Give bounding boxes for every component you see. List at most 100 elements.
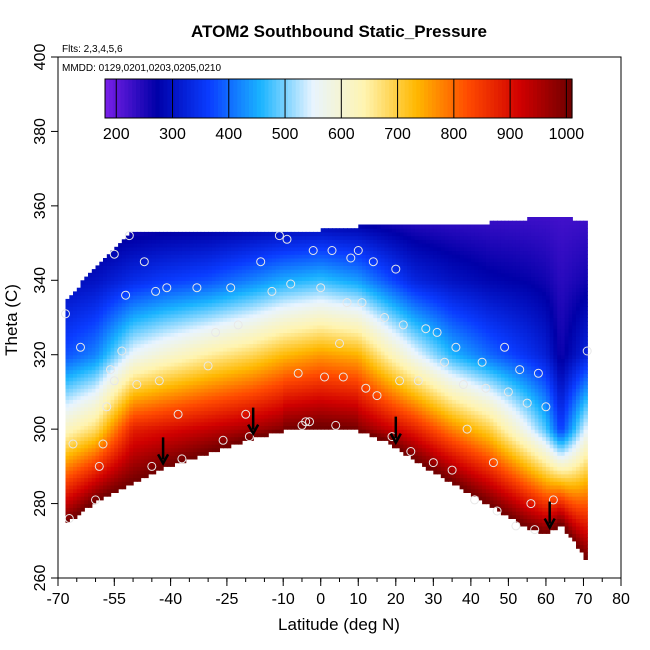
heatmap-cell [230,347,236,352]
heatmap-cell [230,231,236,237]
heatmap-cell [347,310,352,315]
heatmap-cell [275,324,281,330]
heatmap-cell [65,339,70,345]
heatmap-cell [118,418,123,423]
heatmap-cell [317,358,322,363]
heatmap-cell [121,485,127,490]
heatmap-cell [313,388,318,393]
heatmap-cell [200,410,205,415]
heatmap-cell [309,258,314,263]
heatmap-cell [313,347,318,352]
heatmap-cell [347,414,352,419]
heatmap-cell [189,421,194,426]
heatmap-cell [328,231,333,237]
heatmap-cell [294,276,299,281]
heatmap-cell [76,343,82,348]
heatmap-cell [309,395,314,400]
heatmap-cell [226,235,232,240]
heatmap-cell [256,324,262,330]
heatmap-cell [189,235,194,240]
heatmap-cell [133,235,138,240]
heatmap-cell [226,414,232,419]
heatmap-cell [332,354,337,359]
heatmap-cell [133,313,138,319]
heatmap-cell [302,384,307,389]
heatmap-cell [369,269,374,274]
heatmap-cell [358,265,363,270]
heatmap-cell [144,235,149,240]
heatmap-cell [144,377,149,382]
heatmap-cell [256,339,262,345]
heatmap-cell [358,421,363,426]
heatmap-cell [249,421,254,426]
heatmap-cell [159,436,164,441]
heatmap-cell [230,388,236,393]
heatmap-cell [159,444,164,449]
heatmap-cell [163,265,168,270]
heatmap-cell [181,399,187,404]
heatmap-cell [181,302,187,307]
heatmap-cell [264,354,269,359]
heatmap-cell [148,436,153,441]
heatmap-cell [241,336,247,341]
heatmap-cell [84,447,89,453]
heatmap-cell [170,258,175,263]
heatmap-cell [358,287,363,292]
heatmap-cell [76,388,82,393]
heatmap-cell [204,269,209,274]
heatmap-cell [118,287,123,292]
heatmap-cell [133,324,138,330]
heatmap-cell [298,351,303,356]
heatmap-cell [114,298,119,304]
heatmap-cell [129,444,134,449]
heatmap-cell [129,231,134,237]
heatmap-cell [84,343,89,348]
heatmap-cell [369,276,374,281]
heatmap-cell [110,295,115,300]
heatmap-cell [196,432,202,438]
heatmap-cell [106,336,112,341]
heatmap-cell [241,354,247,359]
heatmap-cell [174,317,179,322]
heatmap-cell [110,250,115,255]
heatmap-cell [121,395,127,400]
heatmap-cell [155,384,160,389]
heatmap-cell [155,250,160,255]
heatmap-cell [226,365,232,371]
heatmap-cell [350,406,356,412]
heatmap-cell [309,410,314,415]
heatmap-cell [211,239,217,244]
heatmap-cell [328,313,333,319]
heatmap-cell [163,391,168,397]
heatmap-cell [339,284,344,289]
heatmap-cell [347,391,352,397]
heatmap-cell [215,406,220,412]
heatmap-cell [245,388,251,393]
heatmap-cell [99,429,104,434]
heatmap-cell [170,306,175,311]
heatmap-cell [294,298,299,304]
heatmap-cell [275,377,281,382]
heatmap-cell [148,254,153,259]
heatmap-cell [230,432,236,438]
heatmap-cell [95,332,100,337]
heatmap-cell [279,254,284,259]
heatmap-cell [287,321,292,326]
heatmap-cell [73,451,78,456]
heatmap-cell [275,310,281,315]
heatmap-cell [234,365,239,371]
heatmap-cell [347,384,352,389]
heatmap-cell [151,388,157,393]
heatmap-cell [148,328,153,333]
heatmap-cell [226,310,232,315]
heatmap-cell [343,321,348,326]
heatmap-cell [253,231,258,237]
heatmap-cell [279,258,284,263]
heatmap-cell [80,473,85,479]
heatmap-cell [302,377,307,382]
heatmap-cell [369,339,374,345]
heatmap-cell [249,276,254,281]
heatmap-cell [380,425,386,430]
heatmap-cell [106,399,112,404]
heatmap-cell [309,354,314,359]
